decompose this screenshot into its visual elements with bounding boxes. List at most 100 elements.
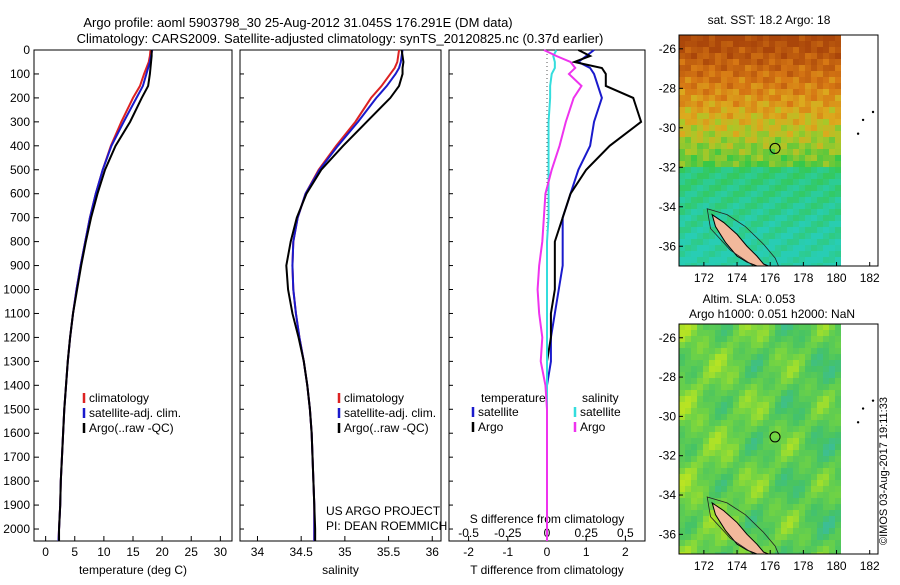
sla-map-field-cell: [829, 396, 835, 402]
sla-map-field-cell: [805, 444, 811, 450]
sst-map-field-cell: [679, 131, 685, 137]
sla-map-field-cell: [739, 408, 745, 414]
sla-map-field-cell: [763, 426, 769, 432]
sst-map-field-cell: [721, 257, 727, 263]
sla-map-field-cell: [709, 504, 715, 510]
sla-map-field-cell: [817, 480, 823, 486]
sla-map-field-cell: [805, 426, 811, 432]
sla-map-field-cell: [817, 366, 823, 372]
sla-map-field-cell: [697, 390, 703, 396]
sst-map-field-cell: [709, 41, 715, 47]
sst-map-field-cell: [685, 233, 691, 239]
sla-map-field-cell: [763, 444, 769, 450]
sst-map-field-cell: [685, 173, 691, 179]
sst-map-field-cell: [733, 53, 739, 59]
sst-map-field-cell: [727, 131, 733, 137]
sla-map-field-cell: [721, 432, 727, 438]
sla-map-field-cell: [703, 456, 709, 462]
sst-map-field-cell: [679, 239, 685, 245]
sst-map-field-cell: [811, 53, 817, 59]
sla-map-field-cell: [757, 462, 763, 468]
sla-map-field-cell: [781, 510, 787, 516]
sla-map-field-cell: [763, 522, 769, 528]
sla-map-field-cell: [781, 348, 787, 354]
title-line-1: Argo profile: aoml 5903798_30 25-Aug-201…: [83, 15, 512, 30]
sla-map-field-cell: [793, 336, 799, 342]
sst-map-field-cell: [787, 161, 793, 167]
sla-map-field-cell: [823, 486, 829, 492]
sst-map-field-cell: [829, 143, 835, 149]
sla-map-field-cell: [793, 360, 799, 366]
sst-map-field-cell: [745, 47, 751, 53]
sst-map-field-cell: [691, 227, 697, 233]
sla-map-field-cell: [745, 450, 751, 456]
sla-map-field-cell: [703, 486, 709, 492]
sla-map-field-cell: [769, 432, 775, 438]
sla-map-field-cell: [697, 534, 703, 540]
sla-map-field-cell: [745, 354, 751, 360]
sst-map-field-cell: [787, 137, 793, 143]
sla-map-field-cell: [823, 396, 829, 402]
sst-map-field-cell: [703, 257, 709, 263]
sla-map-field-cell: [685, 516, 691, 522]
depth-tick-label: 300: [10, 115, 30, 129]
sla-map-field-cell: [775, 444, 781, 450]
sla-map-field-cell: [685, 510, 691, 516]
sla-map-field-cell: [703, 396, 709, 402]
sla-map-field-cell: [823, 522, 829, 528]
sla-map-field-cell: [751, 456, 757, 462]
sla-map-field-cell: [823, 534, 829, 540]
sst-map-field-cell: [823, 167, 829, 173]
sla-map-field-cell: [721, 504, 727, 510]
sla-map-field-cell: [685, 528, 691, 534]
sla-map-field-cell: [703, 552, 709, 554]
sst-map-field-cell: [829, 167, 835, 173]
sla-map-field-cell: [793, 528, 799, 534]
sla-map-field-cell: [811, 402, 817, 408]
sst-map-field-cell: [805, 251, 811, 257]
sla-map-field-cell: [763, 360, 769, 366]
sst-map-field-cell: [775, 119, 781, 125]
sla-map-field-cell: [715, 336, 721, 342]
sst-map-field-cell: [781, 245, 787, 251]
sst-map-field-cell: [781, 35, 787, 41]
sla-map-field-cell: [733, 438, 739, 444]
sst-map-field-cell: [721, 125, 727, 131]
sla-map-field-cell: [745, 348, 751, 354]
sst-map-field-cell: [745, 161, 751, 167]
sst-map-field-cell: [739, 59, 745, 65]
sst-map-field-cell: [781, 119, 787, 125]
sst-map-field-cell: [775, 71, 781, 77]
sla-map-field-cell: [721, 444, 727, 450]
sst-map-field-cell: [829, 107, 835, 113]
depth-tick-label: 1700: [3, 450, 30, 464]
sst-map-field-cell: [685, 239, 691, 245]
sst-map-field-cell: [769, 179, 775, 185]
sst-map-field-cell: [787, 251, 793, 257]
sla-map-field-cell: [793, 324, 799, 330]
sst-map-field-cell: [769, 227, 775, 233]
sla-map-field-cell: [769, 492, 775, 498]
sst-map-field-cell: [739, 89, 745, 95]
sla-map-field-cell: [715, 438, 721, 444]
sla-map-field-cell: [811, 552, 817, 554]
sla-map-field-cell: [745, 438, 751, 444]
sla-map-field-cell: [709, 432, 715, 438]
legend-salinity-label: Argo: [580, 420, 606, 434]
sst-map-field-cell: [763, 197, 769, 203]
sla-map-field-cell: [775, 348, 781, 354]
sla-map-field-cell: [685, 348, 691, 354]
sla-map-field-cell: [805, 330, 811, 336]
sst-map-field-cell: [763, 173, 769, 179]
sla-map-field-cell: [721, 408, 727, 414]
sla-map-field-cell: [787, 528, 793, 534]
sst-map-field-cell: [679, 215, 685, 221]
sla-map-field-cell: [709, 450, 715, 456]
sla-map-field-cell: [685, 546, 691, 552]
sst-map-field-cell: [793, 71, 799, 77]
sla-map-field-cell: [823, 402, 829, 408]
sla-map-field-cell: [805, 474, 811, 480]
sla-map-field-cell: [703, 348, 709, 354]
sla-map-field-cell: [691, 408, 697, 414]
sla-map-field-cell: [787, 348, 793, 354]
